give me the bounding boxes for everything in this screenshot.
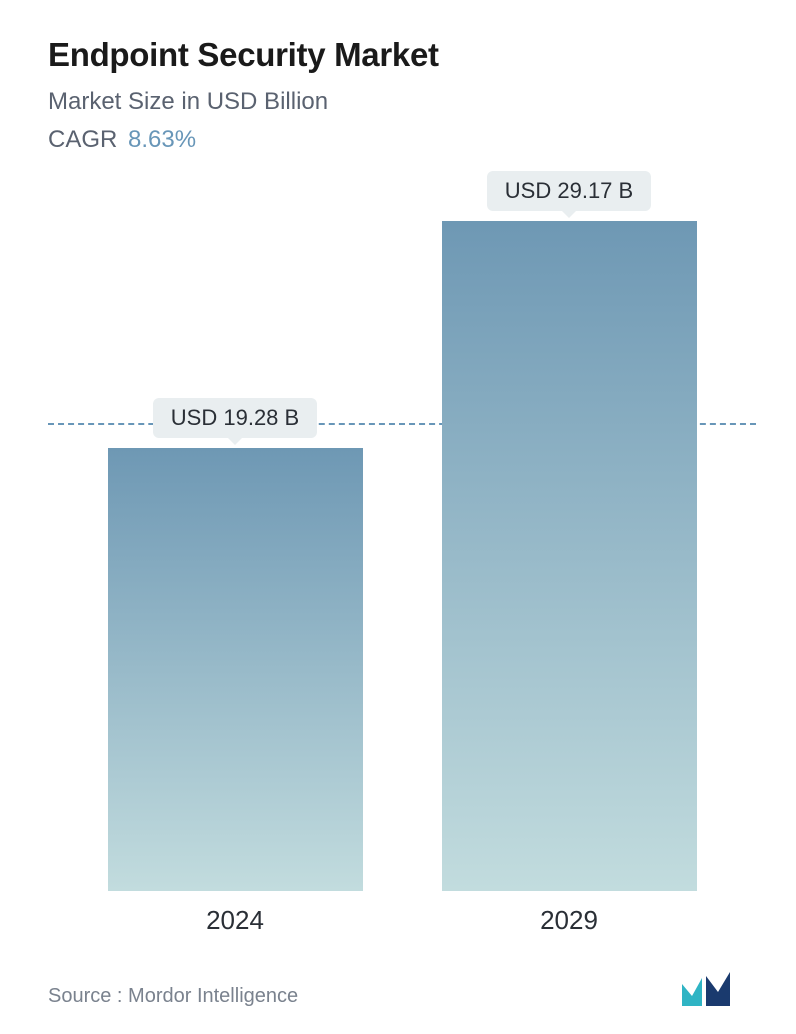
bar xyxy=(442,221,697,891)
x-axis-label: 2024 xyxy=(95,905,375,936)
bar-group-2024: USD 19.28 B xyxy=(95,398,375,891)
cagr-row: CAGR 8.63% xyxy=(48,126,756,154)
cagr-label: CAGR xyxy=(48,126,117,153)
cagr-value: 8.63% xyxy=(128,126,196,153)
bar xyxy=(108,448,363,891)
x-axis-labels: 2024 2029 xyxy=(48,891,756,936)
chart-area: USD 19.28 BUSD 29.17 B xyxy=(48,196,756,891)
brand-logo-icon xyxy=(680,970,740,1008)
x-axis-label: 2029 xyxy=(429,905,709,936)
source-text: Source : Mordor Intelligence xyxy=(48,985,298,1008)
value-badge: USD 19.28 B xyxy=(153,398,317,438)
chart-footer: Source : Mordor Intelligence xyxy=(48,936,756,1034)
value-badge: USD 29.17 B xyxy=(487,171,651,211)
chart-subtitle: Market Size in USD Billion xyxy=(48,88,756,116)
chart-container: Endpoint Security Market Market Size in … xyxy=(0,0,796,1034)
bar-group-2029: USD 29.17 B xyxy=(429,171,709,891)
chart-title: Endpoint Security Market xyxy=(48,36,756,74)
